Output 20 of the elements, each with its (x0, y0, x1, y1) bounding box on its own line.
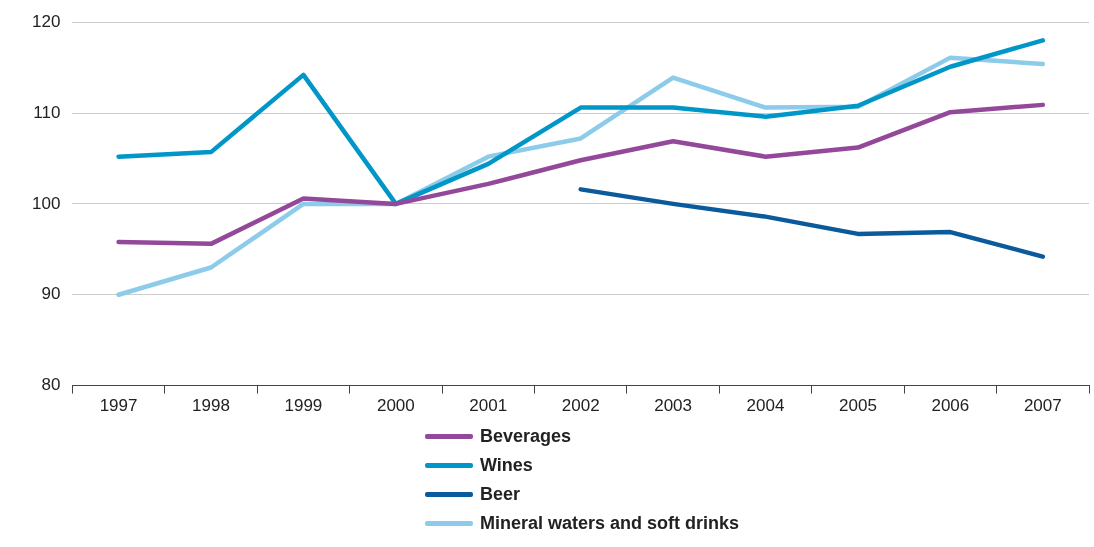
legend-label: Beer (480, 484, 521, 505)
y-tick-label: 120 (31, 11, 61, 31)
y-tick-label: 100 (31, 193, 61, 213)
x-tick-label: 1997 (99, 396, 138, 416)
x-tick-label: 2003 (654, 396, 693, 416)
y-tick-label: 90 (41, 284, 61, 304)
legend-label: Wines (480, 455, 533, 476)
y-tick-label: 110 (33, 102, 61, 122)
x-tick-label: 2007 (1023, 396, 1062, 416)
x-tick-label: 2002 (561, 396, 600, 416)
x-tick-label: 2000 (376, 396, 415, 416)
legend-label: Beverages (480, 426, 572, 447)
x-tick-label: 2001 (469, 396, 508, 416)
x-tick-label: 1999 (284, 396, 323, 416)
y-tick-label: 80 (41, 375, 61, 395)
x-tick-label: 2006 (931, 396, 970, 416)
legend-label: Mineral waters and soft drinks (480, 513, 740, 534)
x-tick-label: 2004 (746, 396, 785, 416)
x-tick-label: 1998 (192, 396, 230, 416)
x-tick-label: 2005 (839, 396, 877, 416)
